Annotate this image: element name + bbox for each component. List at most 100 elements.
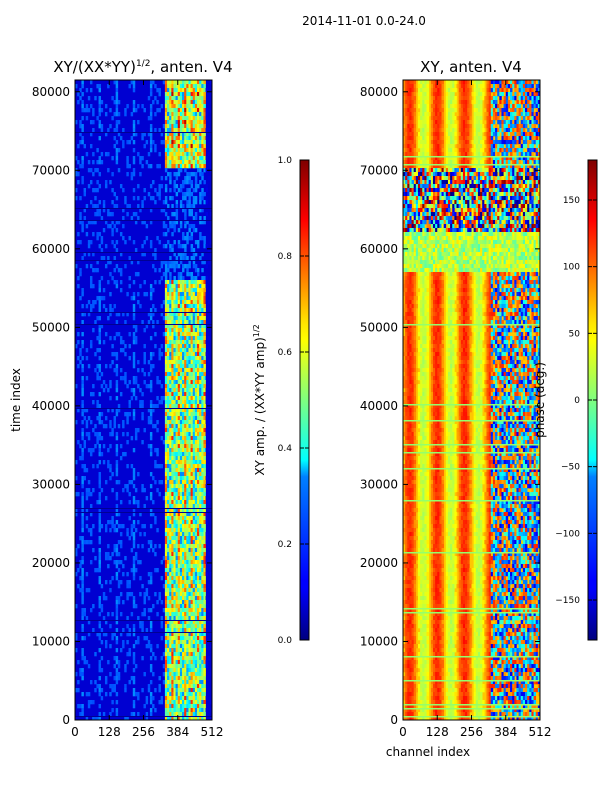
- heatmap-cell: [137, 368, 140, 373]
- heatmap-cell: [192, 332, 196, 337]
- heatmap-cell: [417, 100, 421, 105]
- heatmap-cell: [452, 120, 455, 125]
- heatmap-cell: [194, 368, 198, 373]
- heatmap-cell: [518, 108, 522, 113]
- heatmap-cell: [81, 628, 84, 633]
- heatmap-cell: [179, 376, 183, 381]
- heatmap-cell: [441, 100, 444, 105]
- heatmap-cell: [98, 316, 101, 321]
- heatmap-cell: [199, 616, 202, 621]
- heatmap-cell: [124, 380, 127, 385]
- heatmap-cell: [182, 376, 185, 381]
- heatmap-cell: [186, 420, 189, 425]
- heatmap-cell: [192, 252, 196, 257]
- heatmap-cell: [134, 376, 138, 381]
- heatmap-cell: [100, 128, 104, 133]
- heatmap-cell: [77, 544, 80, 549]
- heatmap-cell: [188, 612, 191, 617]
- heatmap-cell: [149, 384, 153, 389]
- heatmap-cell: [98, 156, 101, 161]
- heatmap-cell: [171, 344, 174, 349]
- heatmap-cell: [182, 536, 185, 541]
- heatmap-cell: [192, 444, 196, 449]
- heatmap-cell: [164, 624, 168, 629]
- heatmap-cell: [188, 480, 191, 485]
- heatmap-cell: [167, 396, 170, 401]
- heatmap-cell: [162, 396, 166, 401]
- heatmap-cell: [175, 528, 179, 533]
- heatmap-cell: [169, 284, 172, 289]
- heatmap-cell: [169, 692, 172, 697]
- heatmap-cell: [164, 320, 168, 325]
- heatmap-cell: [164, 164, 168, 169]
- heatmap-cell: [171, 220, 174, 225]
- heatmap-cell: [179, 696, 183, 701]
- heatmap-cell: [190, 304, 194, 309]
- heatmap-cell: [184, 428, 187, 433]
- heatmap-cell: [203, 524, 206, 529]
- heatmap-cell: [188, 604, 191, 609]
- heatmap-cell: [179, 484, 183, 489]
- heatmap-cell: [186, 580, 189, 585]
- heatmap-cell: [115, 104, 119, 109]
- heatmap-cell: [194, 328, 198, 333]
- heatmap-cell: [435, 108, 438, 113]
- heatmap-cell: [98, 648, 101, 653]
- heatmap-cell: [98, 600, 101, 605]
- heatmap-cell: [169, 660, 172, 665]
- heatmap-cell: [186, 576, 189, 581]
- heatmap-cell: [98, 552, 101, 557]
- heatmap-cell: [186, 372, 189, 377]
- heatmap-cell: [439, 100, 442, 105]
- heatmap-cell: [199, 344, 202, 349]
- heatmap-cell: [75, 344, 78, 349]
- heatmap-cell: [460, 100, 464, 105]
- heatmap-cell: [201, 364, 204, 369]
- heatmap-cell: [171, 100, 174, 105]
- heatmap-cell: [182, 504, 185, 509]
- heatmap-cell: [188, 676, 191, 681]
- heatmap-cell: [179, 332, 183, 337]
- heatmap-cell: [182, 652, 185, 657]
- heatmap-cell: [171, 460, 174, 465]
- heatmap-row-line: [75, 620, 212, 621]
- heatmap-cell: [430, 80, 434, 85]
- heatmap-cell: [175, 172, 179, 177]
- heatmap-cell: [209, 520, 212, 525]
- left-title: XY/(XX*YY)1/2, anten. V4: [53, 58, 232, 76]
- heatmap-cell: [134, 336, 138, 341]
- heatmap-cell: [122, 628, 125, 633]
- heatmap-cell: [94, 688, 97, 693]
- heatmap-cell: [182, 372, 185, 377]
- heatmap-cell: [89, 80, 93, 85]
- heatmap-cell: [179, 80, 183, 85]
- heatmap-cell: [203, 700, 206, 705]
- heatmap-cell: [147, 548, 151, 553]
- heatmap-cell: [182, 472, 185, 477]
- heatmap-cell: [411, 116, 415, 121]
- heatmap-cell: [480, 108, 483, 113]
- heatmap-cell: [188, 404, 191, 409]
- heatmap-cell: [179, 480, 183, 485]
- heatmap-cell: [188, 280, 191, 285]
- heatmap-cell: [186, 412, 189, 417]
- heatmap-cell: [128, 584, 131, 589]
- heatmap-cell: [171, 380, 174, 385]
- heatmap-cell: [171, 300, 174, 305]
- heatmap-cell: [149, 80, 153, 85]
- heatmap-cell: [484, 116, 487, 121]
- heatmap-cell: [173, 280, 176, 285]
- heatmap-cell: [188, 492, 191, 497]
- heatmap-cell: [132, 124, 136, 129]
- heatmap-cell: [156, 420, 159, 425]
- heatmap-cell: [194, 648, 198, 653]
- heatmap-cell: [132, 324, 136, 329]
- heatmap-cell: [199, 332, 202, 337]
- heatmap-cell: [207, 216, 211, 221]
- heatmap-cell: [182, 624, 185, 629]
- heatmap-cell: [192, 644, 196, 649]
- heatmap-cell: [462, 120, 466, 125]
- heatmap-cell: [173, 108, 176, 113]
- heatmap-cell: [194, 452, 198, 457]
- heatmap-cell: [173, 84, 176, 89]
